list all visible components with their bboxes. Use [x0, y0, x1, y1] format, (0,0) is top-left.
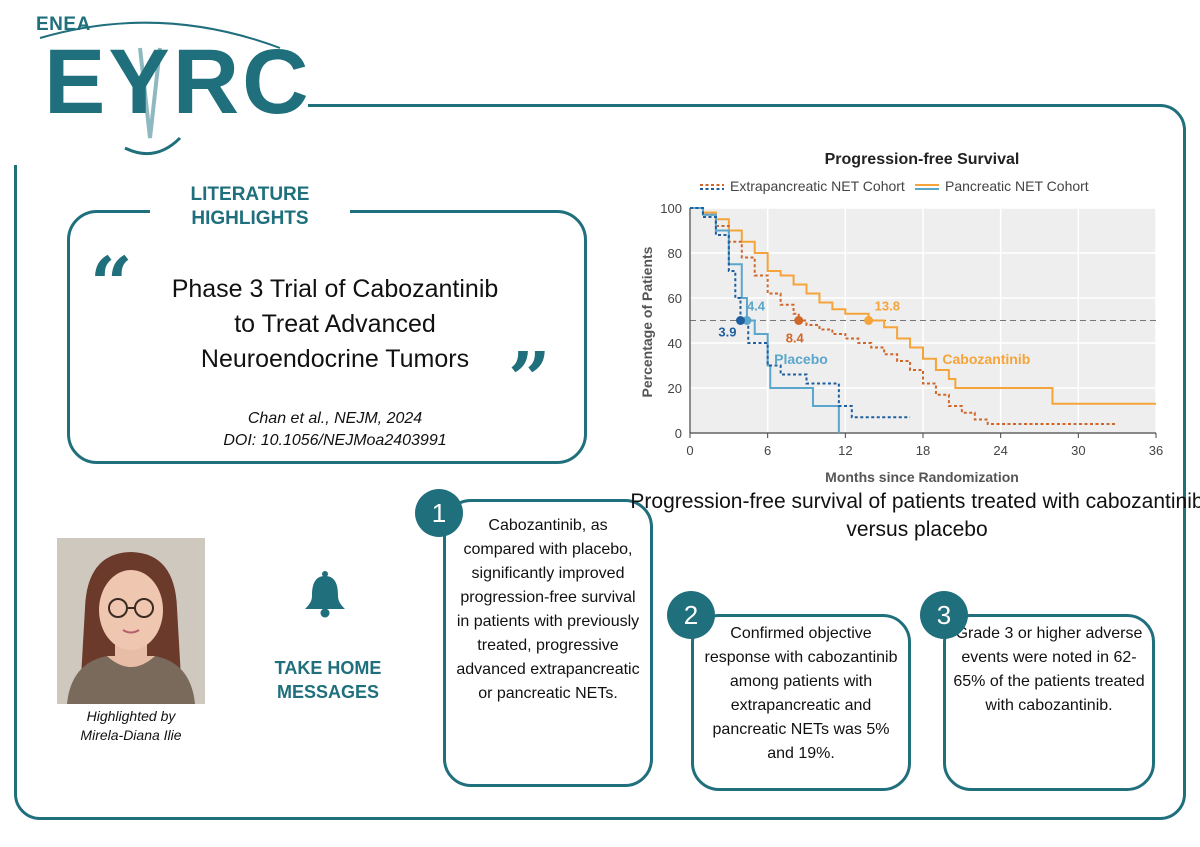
message-number-1: 1 — [415, 489, 463, 537]
message-number-3: 3 — [920, 591, 968, 639]
x-tick-label: 30 — [1071, 443, 1085, 458]
close-quote-icon: ” — [508, 337, 551, 423]
chart-grid — [689, 207, 1157, 434]
chart-xlabel: Months since Randomization — [825, 469, 1019, 485]
chart-caption: Progression-free survival of patients tr… — [630, 490, 1200, 541]
chart-legend: Extrapancreatic NET Cohort Pancreatic NET… — [700, 178, 1089, 194]
median-point — [735, 316, 745, 325]
take-home-line: MESSAGES — [276, 682, 380, 702]
message-box-3: Grade 3 or higher adverse events were no… — [943, 614, 1155, 791]
section-label: LITERATURE HIGHLIGHTS — [150, 183, 350, 235]
x-tick-label: 0 — [686, 443, 693, 458]
series-line-3 — [690, 207, 911, 419]
chart-ylabel: Percentage of Patients — [639, 246, 655, 397]
chart-axes: 0 20 40 60 80 100 0 6 12 18 24 30 36 — [660, 201, 1163, 458]
article-title: Phase 3 Trial of Cabozantinib to Treat A… — [120, 272, 550, 377]
y-tick-label: 100 — [660, 201, 682, 216]
pfs-chart: 0 20 40 60 80 100 0 6 12 18 24 30 36 13.8 8.4 4.4 3.9 Ca… — [639, 151, 1163, 485]
open-quote-icon: “ — [90, 242, 133, 328]
take-home-line: TAKE HOME — [274, 658, 382, 678]
chart-annotations: 13.8 8.4 4.4 3.9 Cabozantinib Placebo — [718, 299, 1030, 367]
message-text: Confirmed objective response with caboza… — [704, 625, 898, 762]
median-label: 4.4 — [747, 299, 766, 314]
legend-label: Pancreatic NET Cohort — [945, 178, 1089, 194]
bell-icon — [305, 571, 345, 618]
message-number-2: 2 — [667, 591, 715, 639]
y-tick-label: 40 — [668, 336, 682, 351]
x-tick-label: 18 — [916, 443, 930, 458]
message-text: Grade 3 or higher adverse events were no… — [953, 625, 1145, 714]
median-label: 13.8 — [875, 299, 900, 314]
median-label: 3.9 — [718, 325, 736, 340]
doi: DOI: 10.1056/NEJMoa2403991 — [223, 432, 447, 449]
median-point — [794, 316, 804, 325]
x-tick-label: 36 — [1149, 443, 1163, 458]
median-point — [742, 316, 752, 325]
take-home-label: TAKE HOME MESSAGES — [248, 656, 408, 704]
y-tick-label: 80 — [668, 246, 682, 261]
median-point — [864, 316, 874, 325]
message-box-1: Cabozantinib, as compared with placebo, … — [443, 499, 653, 787]
logo-text: EYRC — [44, 31, 312, 133]
eyrc-logo — [39, 21, 281, 156]
x-tick-label: 6 — [764, 443, 771, 458]
org-name: ENEA — [36, 14, 91, 35]
series-label: Cabozantinib — [942, 351, 1030, 367]
x-tick-label: 12 — [838, 443, 852, 458]
legend-label: Extrapancreatic NET Cohort — [730, 178, 905, 194]
author-photo — [57, 538, 205, 704]
byline-label: Highlighted by — [86, 708, 176, 724]
median-label: 8.4 — [786, 331, 805, 346]
article-title-line: to Treat Advanced — [234, 310, 436, 338]
x-tick-label: 24 — [993, 443, 1007, 458]
author-name: Mirela-Diana Ilie — [80, 727, 182, 743]
y-tick-label: 60 — [668, 291, 682, 306]
series-label: Placebo — [774, 351, 828, 367]
citation-block: Chan et al., NEJM, 2024 DOI: 10.1056/NEJ… — [120, 408, 550, 452]
article-title-line: Phase 3 Trial of Cabozantinib — [171, 275, 499, 303]
byline: Highlighted by Mirela-Diana Ilie — [40, 707, 222, 745]
article-title-line: Neuroendocrine Tumors — [200, 345, 470, 373]
chart-title: Progression-free Survival — [825, 151, 1020, 168]
article-quote-box — [67, 210, 587, 464]
y-tick-label: 20 — [668, 381, 682, 396]
message-box-2: Confirmed objective response with caboza… — [691, 614, 911, 791]
citation: Chan et al., NEJM, 2024 — [247, 410, 423, 427]
y-tick-label: 0 — [675, 426, 682, 441]
message-text: Cabozantinib, as compared with placebo, … — [456, 517, 640, 702]
series-line-0 — [690, 207, 1156, 405]
